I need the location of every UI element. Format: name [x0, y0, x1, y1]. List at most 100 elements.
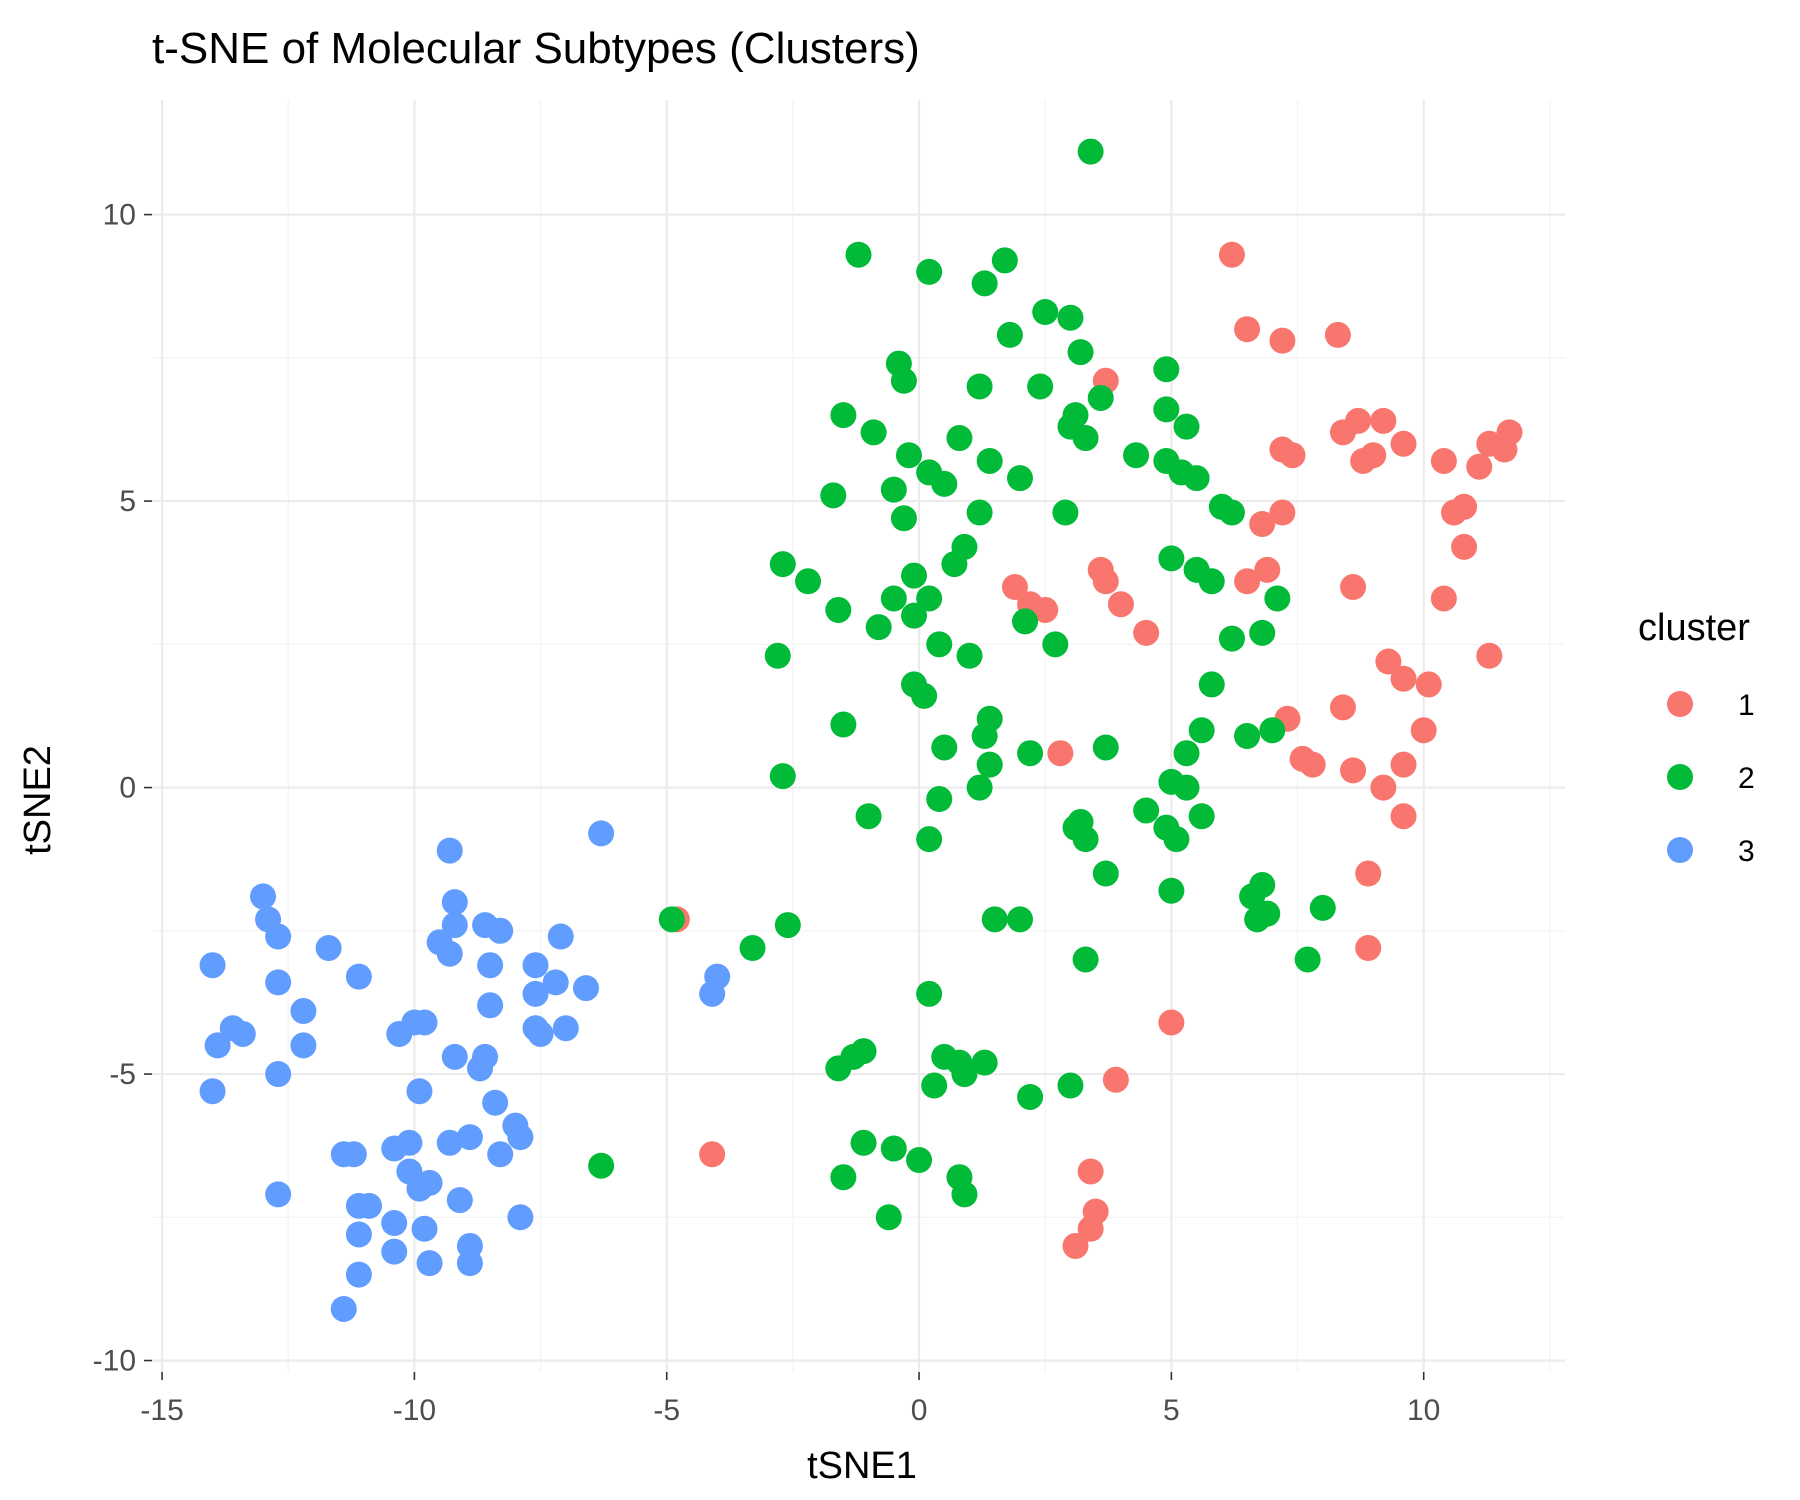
cluster-1-point: [1102, 1066, 1129, 1093]
cluster-1-point: [1218, 241, 1245, 268]
cluster-2-point: [916, 585, 943, 612]
cluster-2-point: [1042, 631, 1069, 658]
cluster-3-point: [330, 1295, 357, 1322]
cluster-2-point: [1218, 625, 1245, 652]
cluster-2-point: [845, 241, 872, 268]
cluster-3-point: [436, 1129, 463, 1156]
cluster-1-point: [1375, 648, 1402, 675]
cluster-2-point: [926, 631, 953, 658]
cluster-2-point: [916, 980, 943, 1007]
cluster-3-point: [315, 935, 342, 961]
y-tick-label: 5: [119, 485, 136, 518]
cluster-3-point: [340, 1141, 367, 1168]
cluster-1-point: [699, 1141, 726, 1168]
cluster-3-point: [345, 1221, 372, 1248]
cluster-2-point: [951, 1181, 978, 1208]
cluster-3-point: [290, 1032, 317, 1059]
cluster-3-point: [527, 1020, 554, 1047]
cluster-3-point: [381, 1238, 408, 1265]
cluster-3-point: [507, 1204, 534, 1231]
cluster-3-point: [456, 1124, 483, 1151]
legend-key-1: [1667, 691, 1693, 717]
cluster-3-point: [547, 923, 574, 950]
cluster-3-point: [507, 1124, 534, 1151]
cluster-2-point: [764, 642, 791, 669]
cluster-1-point: [1324, 321, 1351, 348]
y-axis-title: tSNE2: [17, 745, 59, 855]
cluster-2-point: [916, 826, 943, 853]
cluster-2-point: [855, 803, 882, 830]
cluster-3-point: [265, 1061, 292, 1088]
cluster-2-point: [1153, 356, 1180, 383]
cluster-2-point: [1294, 946, 1321, 973]
cluster-2-point: [1259, 717, 1286, 744]
cluster-3-point: [250, 883, 277, 910]
cluster-2-point: [795, 568, 822, 595]
cluster-1-point: [1355, 860, 1382, 887]
cluster-1-point: [1476, 642, 1503, 669]
x-tick-label: -5: [653, 1394, 680, 1427]
cluster-3-point: [477, 992, 504, 1019]
cluster-1-point: [1390, 803, 1417, 830]
cluster-1-point: [1062, 1232, 1089, 1259]
cluster-1-point: [1001, 574, 1028, 601]
cluster-2-point: [921, 1072, 948, 1099]
legend-label-2: 2: [1738, 762, 1755, 795]
cluster-2-point: [880, 476, 907, 503]
cluster-2-point: [1012, 608, 1039, 635]
cluster-2-point: [1239, 883, 1266, 910]
cluster-2-point: [1006, 465, 1033, 492]
cluster-3-point: [265, 1181, 292, 1208]
cluster-2-point: [860, 419, 887, 446]
legend: cluster 1 2 3: [1638, 607, 1755, 868]
cluster-3-point: [467, 1055, 494, 1082]
cluster-1-point: [1092, 568, 1119, 595]
cluster-2-point: [1218, 499, 1245, 526]
cluster-1-point: [1430, 447, 1457, 474]
cluster-2-point: [981, 906, 1008, 933]
x-tick-label: -10: [393, 1394, 436, 1427]
x-tick-label: 5: [1163, 1394, 1180, 1427]
cluster-2-point: [911, 682, 938, 709]
cluster-2-point: [895, 442, 922, 469]
cluster-2-point: [739, 935, 766, 961]
cluster-2-point: [1163, 826, 1190, 853]
cluster-2-point: [875, 1204, 902, 1231]
cluster-2-point: [971, 1049, 998, 1076]
cluster-2-point: [588, 1152, 615, 1179]
x-tick-label: -15: [140, 1394, 183, 1427]
cluster-2-point: [1087, 384, 1114, 411]
cluster-3-point: [199, 1078, 226, 1105]
cluster-2-point: [1017, 740, 1044, 767]
cluster-2-point: [830, 402, 857, 429]
y-axis-tick-labels: -10 -5 0 5 10: [93, 199, 136, 1378]
cluster-2-point: [906, 1147, 933, 1173]
cluster-1-point: [1234, 316, 1261, 343]
legend-label-3: 3: [1738, 835, 1755, 868]
legend-title: cluster: [1638, 607, 1750, 649]
cluster-3-point: [446, 1187, 473, 1214]
cluster-2-point: [1158, 545, 1185, 572]
cluster-3-point: [411, 1009, 438, 1036]
cluster-2-point: [1006, 906, 1033, 933]
cluster-3-point: [411, 1215, 438, 1242]
cluster-3-point: [588, 820, 615, 847]
cluster-3-point: [265, 969, 292, 996]
cluster-2-point: [931, 734, 958, 761]
cluster-3-point: [406, 1078, 433, 1105]
cluster-3-point: [345, 963, 372, 990]
cluster-2-point: [825, 1055, 852, 1082]
cluster-2-point: [1158, 877, 1185, 904]
cluster-3-point: [381, 1135, 408, 1162]
cluster-2-point: [971, 270, 998, 297]
cluster-1-point: [1133, 619, 1160, 646]
cluster-1-point: [1279, 442, 1306, 469]
cluster-1-point: [1466, 453, 1493, 480]
cluster-1-point: [1440, 499, 1467, 526]
cluster-1-point: [1077, 1158, 1104, 1185]
cluster-2-point: [916, 258, 943, 285]
cluster-2-point: [1188, 717, 1215, 744]
cluster-2-point: [1032, 299, 1059, 325]
cluster-3-point: [699, 980, 726, 1007]
cluster-3-point: [487, 1141, 514, 1168]
